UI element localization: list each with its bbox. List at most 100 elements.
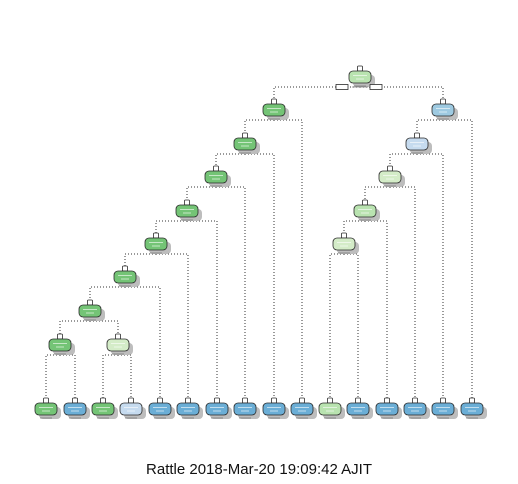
split-node xyxy=(48,333,75,355)
tree-edge xyxy=(45,354,60,401)
node-number-tab xyxy=(387,165,393,172)
rounded-node-box-icon xyxy=(175,204,199,218)
rounded-node-box-icon xyxy=(403,402,427,416)
leaf-node xyxy=(318,397,345,419)
split-node xyxy=(78,299,105,321)
rounded-node-box-icon xyxy=(63,402,87,416)
rounded-node-box-icon xyxy=(460,402,484,416)
rounded-node-box-icon xyxy=(176,402,200,416)
node-number-tab xyxy=(115,333,121,340)
tree-edge xyxy=(344,253,359,401)
rounded-node-box-icon xyxy=(378,170,402,184)
tree-edge xyxy=(364,186,390,203)
rounded-node-box-icon xyxy=(375,402,399,416)
leaf-node xyxy=(403,397,430,419)
leaf-node xyxy=(431,397,458,419)
tree-edge xyxy=(416,119,443,136)
split-condition-box-icon xyxy=(335,84,349,90)
node-number-tab xyxy=(87,299,93,306)
leaf-node xyxy=(176,397,203,419)
tree-edge xyxy=(389,153,417,169)
rounded-node-box-icon xyxy=(353,204,377,218)
node-number-tab xyxy=(128,397,134,404)
split-node xyxy=(405,132,432,154)
node-number-tab xyxy=(57,333,63,340)
split-condition-box-icon xyxy=(369,84,383,90)
rounded-node-box-icon xyxy=(91,402,115,416)
tree-edge xyxy=(390,186,416,401)
rounded-node-box-icon xyxy=(431,103,455,117)
tree-edge xyxy=(244,119,274,136)
node-number-tab xyxy=(299,397,305,404)
node-number-tab xyxy=(242,397,248,404)
rounded-node-box-icon xyxy=(262,103,286,117)
rounded-node-box-icon xyxy=(148,402,172,416)
split-node xyxy=(378,165,405,187)
node-number-tab xyxy=(469,397,475,404)
node-number-tab xyxy=(100,397,106,404)
node-number-tab xyxy=(357,65,363,72)
rounded-node-box-icon xyxy=(233,137,257,151)
rounded-node-box-icon xyxy=(262,402,286,416)
tree-edge xyxy=(245,153,275,401)
leaf-node xyxy=(91,397,118,419)
node-number-tab xyxy=(440,397,446,404)
leaf-node xyxy=(119,397,146,419)
tree-edge xyxy=(343,220,365,236)
split-node xyxy=(262,98,289,120)
rounded-node-box-icon xyxy=(144,237,168,251)
leaf-node xyxy=(63,397,90,419)
tree-edge xyxy=(273,86,360,102)
tree-edge xyxy=(155,220,187,236)
node-number-tab xyxy=(213,165,219,172)
leaf-node xyxy=(262,397,289,419)
rounded-node-box-icon xyxy=(346,402,370,416)
split-node xyxy=(233,132,260,154)
node-number-tab xyxy=(355,397,361,404)
split-node xyxy=(113,265,140,287)
rounded-node-box-icon xyxy=(204,170,228,184)
rounded-node-box-icon xyxy=(348,70,372,84)
node-number-tab xyxy=(414,132,420,139)
tree-edge xyxy=(417,153,444,401)
node-number-tab xyxy=(362,199,368,206)
rounded-node-box-icon xyxy=(48,338,72,352)
rounded-node-box-icon xyxy=(233,402,257,416)
tree-edge xyxy=(59,320,90,337)
rounded-node-box-icon xyxy=(106,338,130,352)
tree-edge xyxy=(365,220,388,401)
node-number-tab xyxy=(72,397,78,404)
tree-nodes xyxy=(34,65,487,419)
node-number-tab xyxy=(157,397,163,404)
node-number-tab xyxy=(412,397,418,404)
rounded-node-box-icon xyxy=(318,402,342,416)
tree-edge xyxy=(90,320,119,337)
footer-caption: Rattle 2018-Mar-20 19:09:42 AJIT xyxy=(146,461,372,478)
rounded-node-box-icon xyxy=(332,237,356,251)
rounded-node-box-icon xyxy=(405,137,429,151)
rounded-node-box-icon xyxy=(431,402,455,416)
tree-edge xyxy=(187,220,218,401)
tree-edge xyxy=(215,153,245,169)
node-number-tab xyxy=(271,98,277,105)
rounded-node-box-icon xyxy=(119,402,143,416)
node-number-tab xyxy=(271,397,277,404)
node-number-tab xyxy=(214,397,220,404)
leaf-node xyxy=(233,397,260,419)
rounded-node-box-icon xyxy=(290,402,314,416)
node-number-tab xyxy=(242,132,248,139)
node-number-tab xyxy=(185,397,191,404)
tree-edges xyxy=(45,86,473,401)
node-number-tab xyxy=(184,199,190,206)
tree-edge xyxy=(443,119,473,401)
tree-edge xyxy=(186,186,216,203)
split-node xyxy=(144,232,171,254)
tree-edge xyxy=(216,186,246,401)
rounded-node-box-icon xyxy=(113,270,137,284)
leaf-node xyxy=(346,397,373,419)
leaf-node xyxy=(148,397,175,419)
tree-edge xyxy=(125,286,161,401)
node-number-tab xyxy=(384,397,390,404)
tree-edge xyxy=(329,253,344,401)
node-number-tab xyxy=(341,232,347,239)
